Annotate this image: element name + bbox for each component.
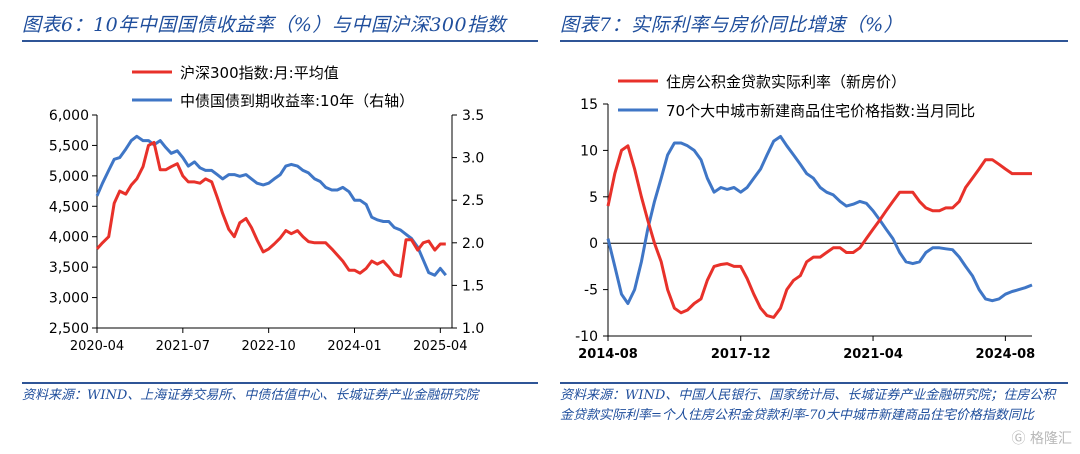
y-left-tick-label: 5,000: [49, 169, 89, 185]
legend-label-real-rate: 住房公积金贷款实际利率（新房价）: [666, 73, 906, 91]
y-tick-label: -5: [584, 283, 598, 299]
y-right-tick-label: 2.0: [462, 236, 484, 252]
x-tick-label: 2025-04: [413, 339, 467, 354]
left-chart: 2,500 3,000 3,500 4,000 4,500 5,000 5,500 6,000…: [49, 64, 484, 354]
y-left-tick-label: 5,500: [49, 138, 89, 154]
right-source-note: 资料来源：WIND、中国人民银行、国家统计局、长城证券产业金融研究院；住房公积金…: [560, 388, 1056, 423]
y-left-tick-label: 4,000: [49, 230, 89, 246]
legend-label-bond-yield: 中债国债到期收益率:10年（右轴）: [180, 92, 414, 110]
series-real-rate-line: [606, 144, 1032, 319]
left-source-rule: [22, 382, 538, 384]
y-left-tick-label: 6,000: [49, 108, 89, 124]
y-right-tick-label: 1.0: [462, 321, 484, 337]
y-left-tick-label: 4,500: [49, 199, 89, 215]
y-tick-label: -10: [575, 329, 598, 345]
x-tick-label: 2024-01: [327, 339, 381, 354]
right-chart: -10 -5 0 5 10 15 2014-08 2017-12 2021-04 2024-08 住…: [575, 73, 1036, 362]
x-tick-label: 2021-04: [843, 347, 903, 362]
watermark-logo: Ⓖ 格隆汇: [1011, 431, 1072, 447]
x-tick-label: 2022-10: [241, 339, 295, 354]
series-csi300-line: [95, 140, 446, 278]
y-left-tick-label: 3,500: [49, 260, 89, 276]
y-tick-label: 0: [589, 236, 598, 252]
y-left-tick-label: 2,500: [49, 321, 89, 337]
y-tick-label: 15: [580, 97, 598, 113]
y-left-tick-label: 3,000: [49, 291, 89, 307]
x-tick-label: 2024-08: [976, 347, 1036, 362]
left-chart-title: 图表6：10年中国国债收益率（%）与中国沪深300指数: [22, 14, 507, 36]
y-tick-label: 10: [580, 143, 598, 159]
x-tick-label: 2021-07: [156, 339, 210, 354]
right-source-rule: [560, 382, 1068, 384]
legend-label-csi300: 沪深300指数:月:平均值: [180, 64, 339, 82]
watermark-text: 格隆汇: [1030, 431, 1072, 447]
y-right-tick-label: 2.5: [462, 193, 484, 209]
right-title-rule: [560, 40, 1068, 42]
y-right-tick-label: 3.0: [462, 151, 484, 167]
x-tick-label: 2020-04: [70, 339, 124, 354]
series-bond-yield-line: [95, 134, 447, 277]
left-title-rule: [22, 40, 538, 42]
x-tick-label: 2014-08: [578, 347, 638, 362]
y-right-tick-label: 3.5: [462, 108, 484, 124]
y-right-tick-label: 1.5: [462, 278, 484, 294]
legend-label-house-price: 70个大中城市新建商品住宅价格指数:当月同比: [666, 102, 975, 120]
x-tick-label: 2017-12: [711, 347, 771, 362]
y-tick-label: 5: [589, 190, 598, 206]
series-house-price-line: [606, 135, 1033, 305]
right-chart-title: 图表7：实际利率与房价同比增速（%）: [560, 14, 904, 36]
left-source-note: 资料来源：WIND、上海证券交易所、中债估值中心、长城证券产业金融研究院: [22, 388, 479, 403]
